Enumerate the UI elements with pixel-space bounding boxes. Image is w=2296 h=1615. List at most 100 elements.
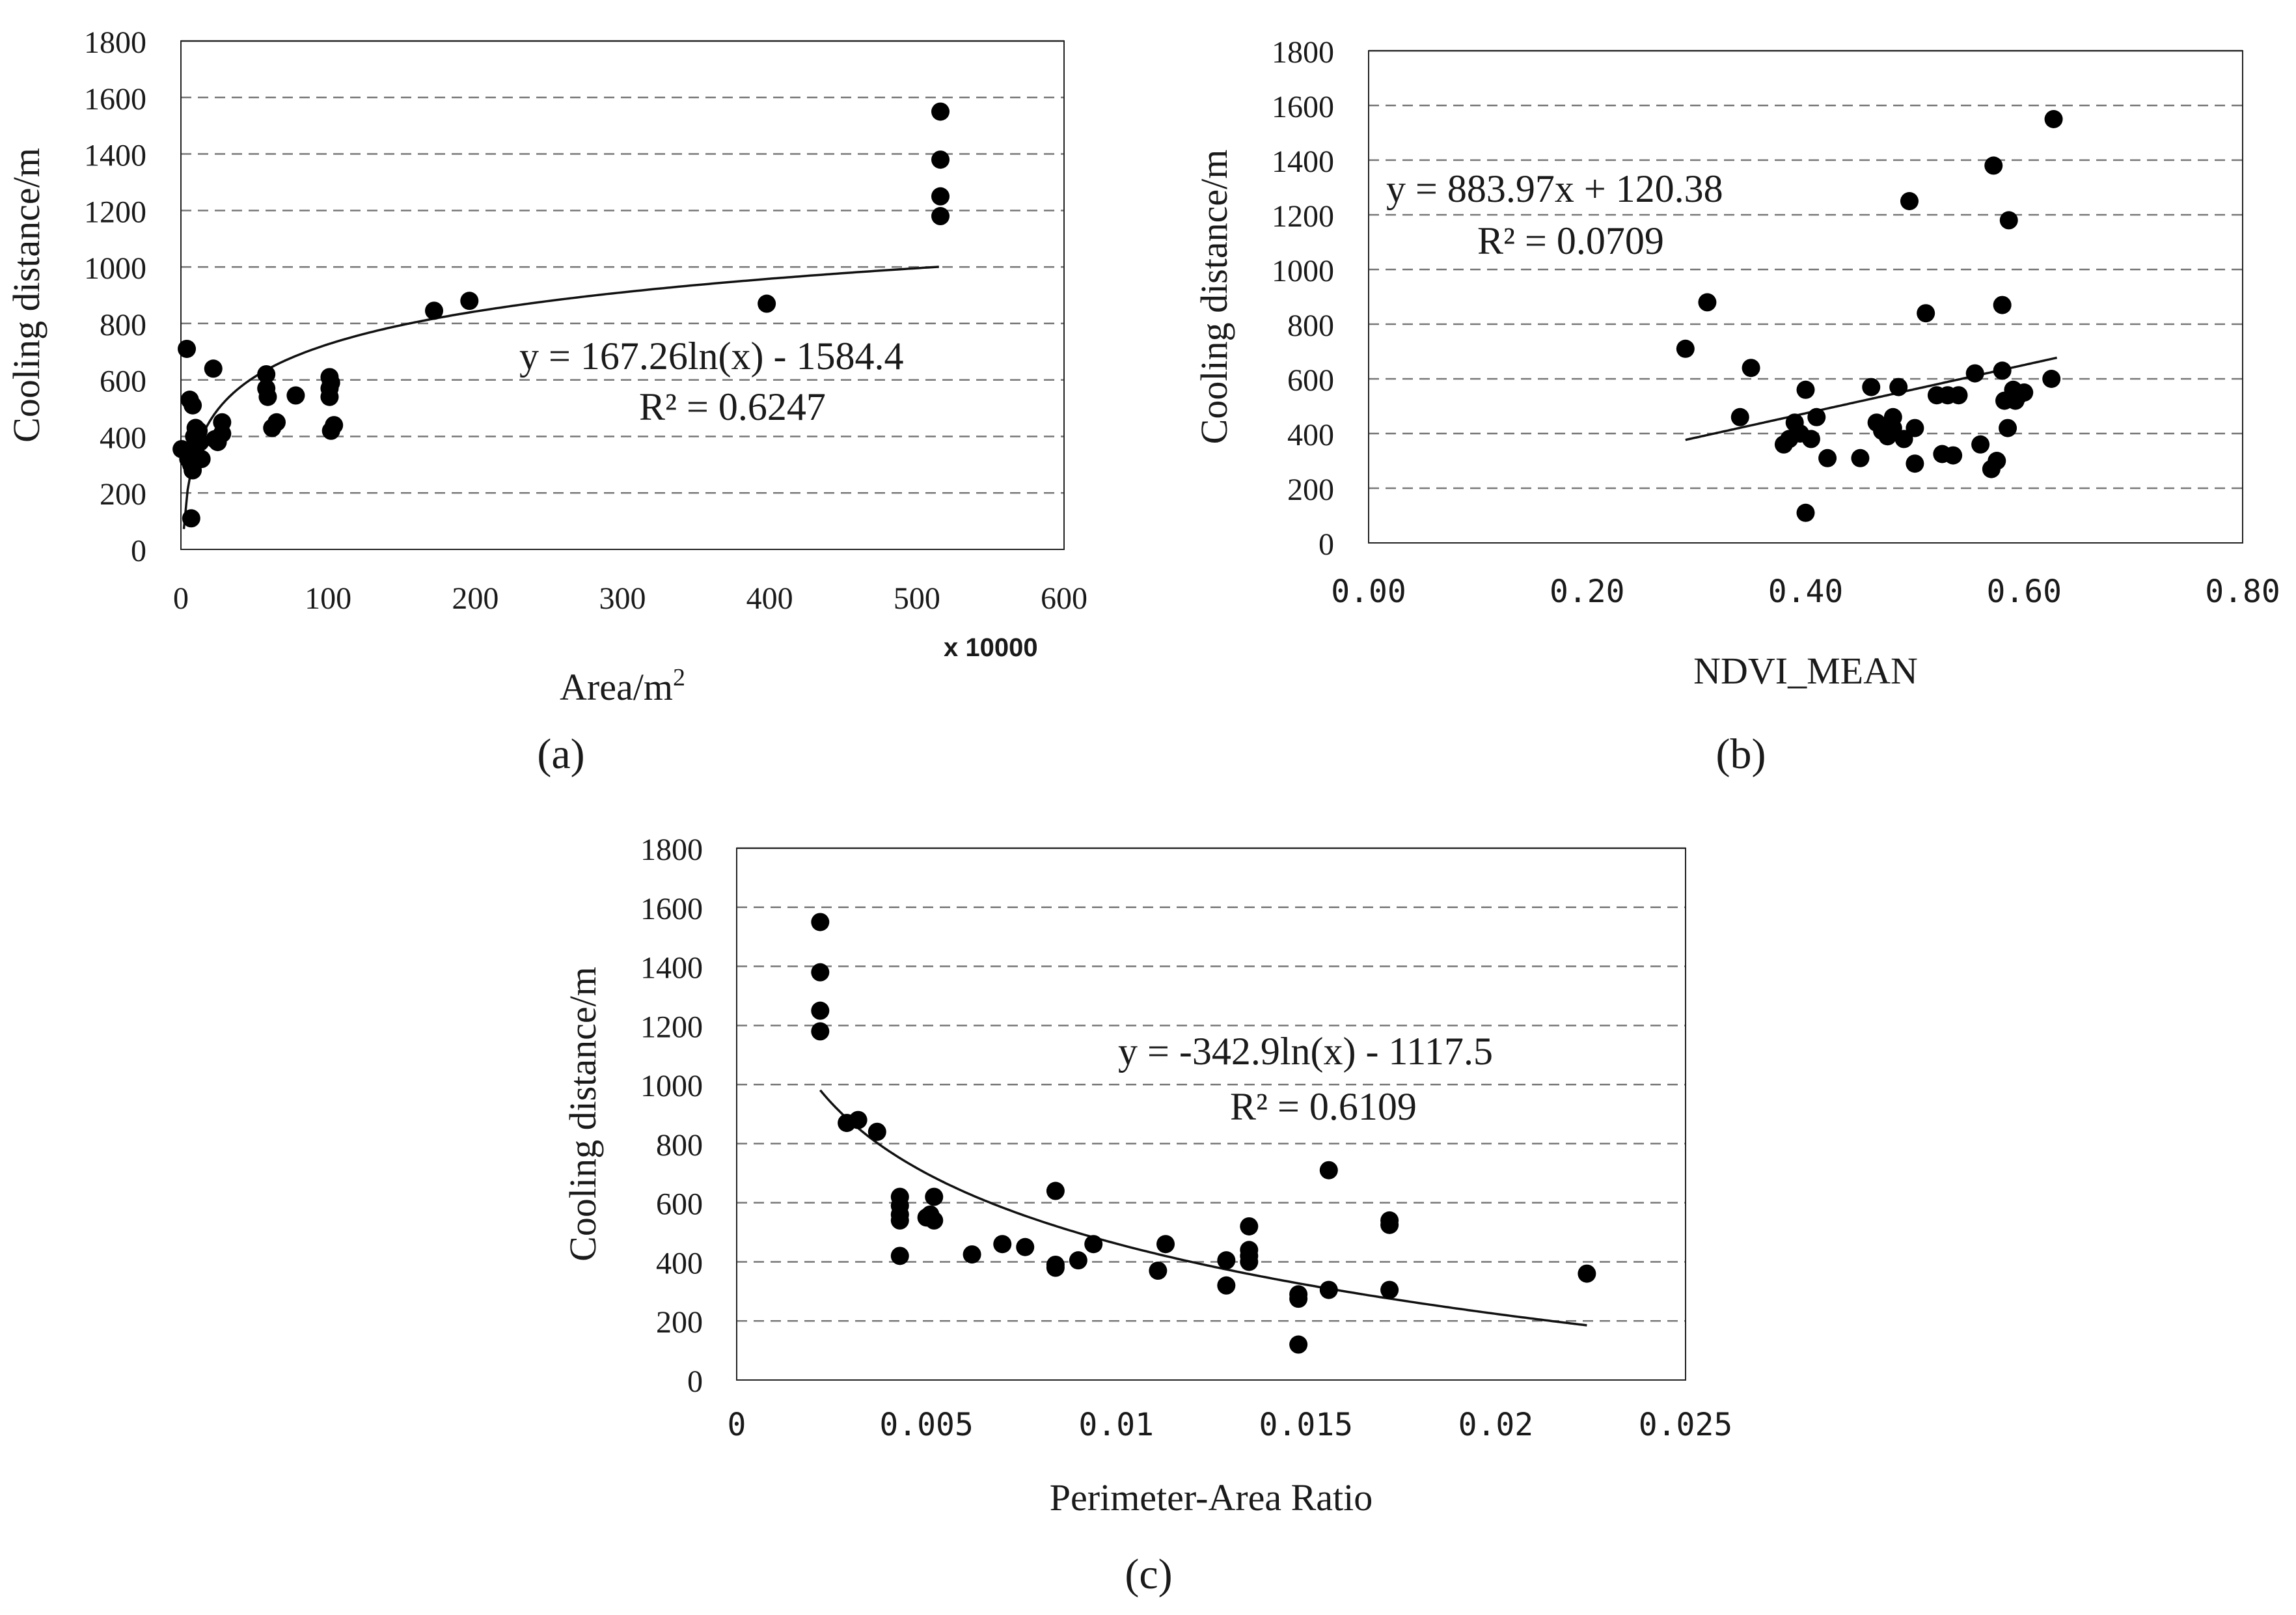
x-tick-label: 0.005 xyxy=(879,1407,974,1443)
plot-area-frame xyxy=(1368,50,2243,544)
data-point xyxy=(925,1187,944,1206)
x-axis-label: Perimeter-Area Ratio xyxy=(1050,1476,1373,1519)
data-point xyxy=(868,1122,886,1141)
data-point xyxy=(1240,1252,1259,1271)
panel-c: 0 200 400 600 800 1000 1200 1400 1600 1800 0 0.005… xyxy=(562,833,1732,1598)
r-squared-label: R² = 0.6247 xyxy=(639,385,826,428)
y-tick-label: 1800 xyxy=(640,833,703,867)
x-axis-label: Area/m2 xyxy=(560,664,685,708)
data-point xyxy=(1289,1335,1308,1354)
x-tick-label: 400 xyxy=(746,581,793,616)
y-tick-label: 1200 xyxy=(1272,199,1334,234)
y-tick-label: 200 xyxy=(656,1305,703,1340)
data-point xyxy=(1965,364,1984,383)
x-tick-label: 600 xyxy=(1041,581,1087,616)
plot-area-frame xyxy=(736,848,1686,1381)
y-tick-label: 1600 xyxy=(84,82,146,117)
x-tick-label: 0.60 xyxy=(1986,573,2062,610)
trendline-equation: y = 883.97x + 120.38 xyxy=(1386,167,1723,210)
y-axis-label: Cooling distance/m xyxy=(562,967,604,1262)
r-squared-label: R² = 0.6109 xyxy=(1230,1085,1417,1128)
data-point xyxy=(184,396,202,415)
data-point xyxy=(191,433,210,452)
data-point xyxy=(1240,1217,1259,1235)
data-point xyxy=(1319,1280,1338,1299)
data-point xyxy=(325,416,344,435)
data-point xyxy=(1949,386,1968,405)
y-tick-label: 600 xyxy=(100,365,146,399)
data-point xyxy=(1796,503,1815,522)
y-tick-label: 1200 xyxy=(84,195,146,229)
y-tick-label: 800 xyxy=(1287,309,1334,343)
y-tick-label: 800 xyxy=(100,308,146,342)
data-point xyxy=(2044,110,2063,128)
y-tick-label: 400 xyxy=(1287,418,1334,452)
data-point xyxy=(2042,370,2061,388)
y-tick-label: 0 xyxy=(1319,527,1334,562)
data-point xyxy=(1906,454,1924,473)
x-tick-label: 0 xyxy=(728,1407,746,1443)
data-point xyxy=(1862,378,1881,396)
data-point xyxy=(1796,380,1815,399)
data-point xyxy=(931,187,950,206)
data-point xyxy=(1742,359,1760,378)
y-tick-label: 1000 xyxy=(84,251,146,286)
data-point xyxy=(1999,419,2017,437)
panel-label: (b) xyxy=(1716,730,1766,778)
data-point xyxy=(1380,1215,1399,1234)
data-point xyxy=(1971,435,1990,454)
x-tick-label: 0.40 xyxy=(1768,573,1844,610)
y-tick-label: 400 xyxy=(100,421,146,455)
data-point xyxy=(1730,407,1749,426)
data-point xyxy=(1889,378,1908,396)
y-tick-label: 400 xyxy=(656,1246,703,1280)
data-point xyxy=(286,386,305,405)
y-tick-label: 1600 xyxy=(640,892,703,926)
x-tick-label: 0.025 xyxy=(1639,1407,1733,1443)
x-tick-label: 0.80 xyxy=(2205,573,2280,610)
trendline-equation: y = 167.26ln(x) - 1584.4 xyxy=(519,335,903,378)
data-point xyxy=(1319,1161,1338,1180)
data-point xyxy=(258,387,277,406)
data-point xyxy=(1993,361,2012,380)
data-point xyxy=(1900,192,1919,210)
data-point xyxy=(213,413,232,432)
data-point xyxy=(321,374,340,393)
trendline xyxy=(182,266,939,529)
data-point xyxy=(1578,1264,1596,1283)
data-point xyxy=(320,387,339,406)
panel-label: (c) xyxy=(1125,1551,1172,1598)
x-axis-label-superscript: 2 xyxy=(673,664,685,691)
x-tick-label: 0.02 xyxy=(1458,1407,1534,1443)
data-point xyxy=(1818,449,1837,467)
y-tick-label: 600 xyxy=(656,1187,703,1222)
y-tick-label: 600 xyxy=(1287,363,1334,398)
data-point xyxy=(1676,339,1695,358)
data-point xyxy=(257,365,276,383)
panel-a: 0 200 400 600 800 1000 1200 1400 1600 1800 0 100 20… xyxy=(5,25,1087,778)
data-point xyxy=(178,339,197,358)
y-tick-label: 1400 xyxy=(84,139,146,173)
data-point xyxy=(1984,156,2003,175)
data-point xyxy=(1156,1235,1175,1254)
y-tick-label: 0 xyxy=(131,534,146,568)
data-point xyxy=(811,913,830,932)
x-tick-label: 0.01 xyxy=(1078,1407,1154,1443)
data-point xyxy=(811,1001,830,1020)
data-point xyxy=(192,450,211,469)
data-point xyxy=(1217,1276,1236,1295)
data-point xyxy=(1801,430,1820,449)
y-tick-label: 800 xyxy=(656,1128,703,1163)
x-tick-label: 0.00 xyxy=(1331,573,1406,610)
data-point xyxy=(1289,1290,1308,1308)
x-tick-label: 0.015 xyxy=(1259,1407,1354,1443)
data-point xyxy=(1069,1251,1087,1270)
y-tick-label: 0 xyxy=(687,1364,703,1399)
x-tick-label: 300 xyxy=(599,581,646,616)
r-squared-label: R² = 0.0709 xyxy=(1477,219,1664,262)
data-point xyxy=(1217,1251,1236,1270)
data-point xyxy=(1988,452,2006,470)
data-point xyxy=(1999,211,2018,230)
y-tick-label: 200 xyxy=(1287,473,1334,507)
